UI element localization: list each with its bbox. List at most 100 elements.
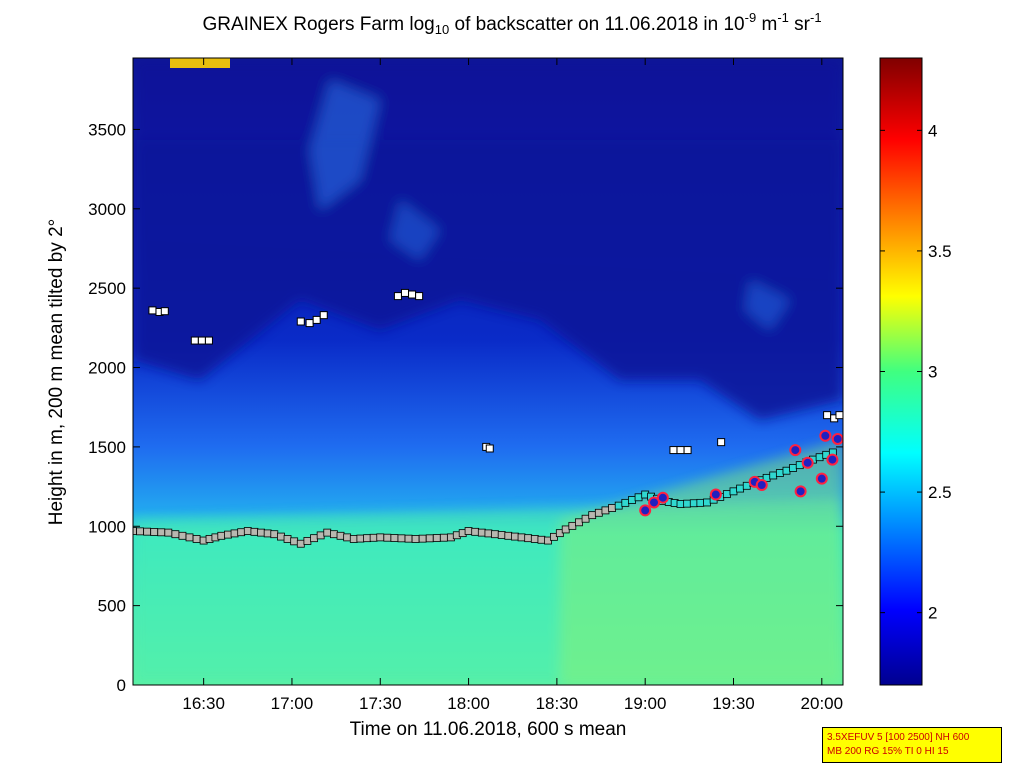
colorbar-scale bbox=[879, 57, 923, 686]
boundary-layer-marker bbox=[703, 498, 711, 507]
colorbar-ticks: 2 2.5 3 3.5 4 bbox=[880, 121, 952, 623]
boundary-layer-marker bbox=[224, 530, 232, 539]
boundary-layer-marker bbox=[217, 531, 226, 540]
boundary-layer-marker bbox=[323, 528, 332, 537]
boundary-layer-marker bbox=[178, 531, 187, 540]
boundary-layer-marker bbox=[397, 534, 406, 543]
boundary-layer-marker bbox=[418, 534, 427, 543]
cloud-base-marker bbox=[485, 444, 494, 453]
precipitation-marker bbox=[826, 453, 839, 466]
boundary-layer-marker bbox=[230, 529, 239, 538]
precipitation-marker bbox=[648, 496, 661, 509]
precipitation-marker bbox=[709, 488, 722, 501]
boundary-layer-marker bbox=[390, 534, 399, 542]
backscatter-field bbox=[133, 58, 843, 685]
cloud-base-marker bbox=[312, 315, 321, 324]
boundary-layer-marker bbox=[383, 533, 392, 542]
boundary-layer-marker bbox=[594, 508, 603, 517]
boundary-layer-marker bbox=[696, 498, 705, 507]
boundary-layer-marker bbox=[270, 530, 279, 539]
cloud-base-marker bbox=[415, 292, 424, 301]
colorbar-tick-label: 3 bbox=[928, 363, 937, 382]
boundary-layer-marker bbox=[283, 535, 292, 543]
title-text-mid: of backscatter on 11.06.2018 in 10 bbox=[449, 14, 745, 35]
boundary-layer-marker bbox=[404, 534, 413, 543]
boundary-layer-marker bbox=[722, 490, 731, 499]
title-superscript-3: -1 bbox=[809, 10, 822, 25]
x-axis-label: Time on 11.06.2018, 600 s mean bbox=[350, 719, 627, 740]
boundary-layer-marker bbox=[192, 535, 201, 543]
cloud-base-marker bbox=[160, 307, 169, 316]
boundary-layer-marker bbox=[439, 533, 448, 542]
boundary-layer-marker bbox=[296, 539, 305, 548]
boundary-layer-marker bbox=[729, 487, 738, 496]
boundary-layer-marker bbox=[330, 530, 338, 539]
boundary-layer-marker bbox=[237, 528, 246, 537]
precipitation-marker bbox=[801, 456, 814, 469]
boundary-layer-marker bbox=[537, 535, 546, 544]
boundary-layer-marker bbox=[303, 537, 312, 545]
boundary-layer-marker bbox=[277, 532, 285, 541]
y-tick-label: 3000 bbox=[88, 200, 126, 219]
boundary-layer-marker bbox=[511, 532, 519, 541]
cloud-base-marker bbox=[197, 336, 206, 345]
boundary-layer-marker bbox=[263, 529, 272, 538]
boundary-layer-marker bbox=[634, 493, 643, 502]
cloud-base-marker bbox=[669, 446, 678, 455]
boundary-layer-marker bbox=[621, 498, 630, 507]
boundary-layer-marker bbox=[316, 531, 325, 540]
cloud-base-marker bbox=[319, 311, 328, 320]
precipitation-marker bbox=[656, 491, 669, 504]
boundary-layer-marker bbox=[789, 464, 798, 472]
title-unit-m: m bbox=[756, 14, 778, 35]
boundary-layer-marker bbox=[676, 500, 685, 508]
x-tick-label: 18:30 bbox=[536, 694, 579, 713]
precipitation-marker bbox=[755, 478, 768, 491]
boundary-layer-marker bbox=[588, 511, 597, 520]
cloud-base-marker bbox=[190, 336, 199, 345]
cloud-base-marker bbox=[835, 411, 843, 420]
boundary-layer-marker bbox=[143, 527, 152, 536]
boundary-layer-marker bbox=[683, 499, 692, 508]
boundary-layer-marker bbox=[336, 531, 345, 540]
y-tick-label: 1500 bbox=[88, 438, 126, 457]
boundary-layer-marker bbox=[689, 499, 698, 508]
boundary-layer-marker bbox=[614, 501, 623, 510]
x-tick-label: 18:00 bbox=[447, 694, 490, 713]
boundary-layer-marker bbox=[464, 527, 473, 535]
boundary-layer-marker bbox=[775, 469, 784, 477]
boundary-layer-marker bbox=[561, 525, 570, 534]
x-tick-label: 19:30 bbox=[712, 694, 755, 713]
boundary-layer-marker bbox=[425, 534, 434, 543]
boundary-layer-marker bbox=[243, 527, 252, 535]
boundary-layer-marker bbox=[171, 530, 180, 539]
boundary-layer-marker bbox=[363, 534, 371, 543]
boundary-layer-marker bbox=[310, 534, 318, 543]
cloud-base-marker bbox=[393, 292, 402, 301]
boundary-layer-marker bbox=[349, 535, 358, 543]
precipitation-marker bbox=[831, 432, 843, 445]
precipitation-marker bbox=[794, 485, 807, 498]
boundary-layer-marker bbox=[290, 537, 299, 546]
boundary-layer-marker bbox=[432, 534, 441, 542]
cloud-base-marker bbox=[823, 411, 832, 420]
y-tick-label: 1000 bbox=[88, 517, 126, 536]
boundary-layer-marker bbox=[530, 535, 539, 543]
cloud-base-marker bbox=[305, 319, 314, 328]
x-tick-label: 19:00 bbox=[624, 694, 667, 713]
precipitation-marker bbox=[789, 444, 802, 457]
boundary-layer-marker bbox=[782, 466, 791, 475]
settings-line-1: 3.5XEFUV 5 [100 2500] NH 600 bbox=[827, 732, 970, 743]
y-tick-label: 2000 bbox=[88, 359, 126, 378]
overlay-marks bbox=[133, 288, 843, 548]
cloud-base-marker bbox=[676, 446, 685, 455]
boundary-layer-marker bbox=[136, 527, 144, 536]
cloud-base-marker bbox=[683, 446, 692, 455]
x-tick-label: 17:00 bbox=[271, 694, 314, 713]
boundary-layer-marker bbox=[257, 528, 265, 537]
boundary-layer-marker bbox=[343, 533, 352, 542]
x-tick-label: 17:30 bbox=[359, 694, 402, 713]
cloud-base-marker bbox=[204, 336, 213, 345]
colorbar-tick-label: 2.5 bbox=[928, 483, 952, 502]
